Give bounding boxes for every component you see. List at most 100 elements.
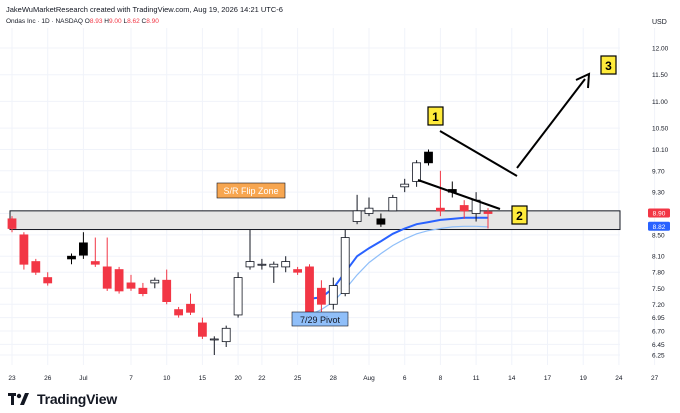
candle-body [388, 197, 398, 212]
price-tick-label: 7.50 [652, 286, 665, 293]
candle-body [412, 162, 422, 182]
tradingview-logo[interactable]: TradingView [8, 391, 117, 407]
candle-body [79, 242, 88, 256]
zone-label: S/R Flip Zone [223, 186, 278, 196]
candle [138, 282, 148, 297]
candle [447, 181, 457, 198]
last-price-badge-label: 8.90 [653, 211, 666, 218]
candle-body [186, 303, 195, 313]
currency-label: USD [652, 19, 667, 26]
price-badges: 8.90 8.82 [648, 208, 670, 231]
time-tick-label: 17 [544, 375, 552, 382]
time-tick-label: 15 [199, 375, 207, 382]
candle-body [150, 279, 160, 284]
step-marker-box [600, 55, 617, 75]
candle-body [19, 234, 29, 265]
symbol-legend: Ondas Inc · 1D · NASDAQ O8.93 H9.00 L8.6… [6, 18, 159, 25]
time-tick-label: 22 [258, 375, 266, 382]
time-tick-label: 27 [651, 375, 659, 382]
candle-body [435, 207, 445, 212]
candle-body [483, 211, 493, 214]
candle-body [7, 218, 17, 229]
step-markers: 1 2 3 [427, 55, 617, 225]
ema-slow-line [309, 225, 489, 316]
candle-body [102, 266, 112, 289]
tradingview-wordmark: TradingView [37, 391, 118, 407]
candle [483, 208, 493, 229]
candle [197, 317, 207, 339]
candle [245, 229, 255, 270]
price-tick-label: 11.00 [652, 99, 668, 106]
price-tick-label: 6.45 [652, 342, 665, 349]
candle [459, 200, 469, 219]
zone-label-bg [216, 182, 286, 199]
candle [31, 258, 41, 275]
trendline-drawings [417, 72, 591, 210]
candle [126, 274, 136, 291]
pivot-label: 7/29 Pivot [300, 315, 341, 325]
candle [340, 229, 350, 297]
step-marker-label: 3 [605, 59, 612, 73]
candle [114, 266, 124, 294]
step-marker-box [427, 106, 444, 126]
ema-fast-line [309, 216, 488, 300]
candle [43, 272, 53, 286]
price-tick-label: 6.70 [652, 328, 665, 335]
lower-trendline [417, 179, 501, 210]
candle [400, 178, 410, 193]
ohlc-values: O8.93 H9.00 L8.62 C8.90 [85, 18, 159, 25]
candle [233, 272, 243, 318]
upper-trendline [439, 130, 518, 177]
candle [162, 269, 172, 305]
price-tick-label: 6.95 [652, 315, 665, 322]
chart-credit: JakeWuMarketResearch created with Tradin… [6, 5, 283, 14]
candle [67, 253, 76, 265]
candle-body [269, 263, 279, 268]
candle-body [67, 255, 76, 260]
candle-body [352, 210, 362, 222]
candle-body [424, 151, 433, 164]
price-tick-label: 7.20 [652, 302, 665, 309]
candlestick-series [7, 149, 493, 355]
candle [150, 277, 160, 289]
candle [424, 149, 433, 166]
candle-body [31, 261, 41, 273]
candle-body [459, 205, 469, 212]
price-tick-label: 6.25 [652, 352, 665, 359]
time-axis[interactable]: 2326Jul7101520222528Aug68111417192427Sep [8, 375, 680, 382]
step-marker-box [511, 205, 528, 225]
candle [186, 293, 195, 315]
time-tick-label: 26 [44, 375, 52, 382]
price-tick-label: 10.10 [652, 147, 669, 154]
candle-body [126, 282, 136, 289]
candle [388, 194, 398, 212]
candle [352, 194, 362, 225]
sr-flip-zone-band [9, 210, 621, 231]
candle [316, 280, 326, 315]
ohlc-item: H9.00 [102, 18, 122, 25]
candle-body [233, 277, 243, 316]
candle [174, 306, 184, 318]
candle-body [340, 237, 350, 294]
candle-body [400, 183, 410, 188]
moving-averages [309, 216, 489, 316]
time-tick-label: 23 [8, 375, 16, 382]
tradingview-logo-icon [8, 393, 29, 405]
step-marker-label: 1 [432, 110, 439, 124]
candle [435, 170, 445, 217]
candle-body [364, 207, 374, 214]
candle [209, 336, 219, 355]
ema-price-badge-label: 8.82 [653, 224, 666, 231]
price-tick-label: 8.10 [652, 254, 665, 261]
candle-body [162, 279, 172, 303]
candle [7, 216, 17, 233]
breakout-arrow-line [516, 78, 586, 169]
price-tick-label: 11.50 [652, 72, 668, 79]
candle-body [316, 287, 326, 305]
time-tick-label: 8 [439, 375, 443, 382]
ema-price-badge [648, 221, 670, 231]
step-marker-label: 2 [516, 209, 523, 223]
candle-body [43, 277, 53, 284]
candle-body [257, 263, 267, 266]
